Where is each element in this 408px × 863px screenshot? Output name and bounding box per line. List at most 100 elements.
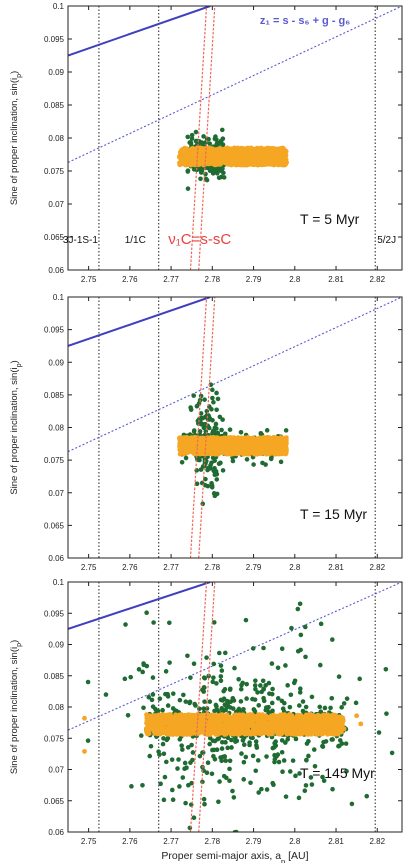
orange-point [260, 160, 266, 166]
orange-point [268, 722, 274, 728]
orange-point [188, 713, 194, 718]
orange-point [189, 438, 195, 444]
green-point [188, 405, 193, 410]
green-point [129, 784, 134, 789]
green-point [297, 686, 303, 691]
green-point [201, 675, 207, 680]
green-point [170, 787, 175, 793]
green-point [260, 678, 266, 684]
green-point [210, 679, 216, 685]
orange-point [227, 715, 233, 720]
green-point [214, 426, 219, 431]
panel-label: T = 15 Myr [300, 506, 367, 522]
green-point [202, 801, 207, 807]
green-point [283, 663, 288, 668]
green-point [254, 745, 260, 750]
green-point [270, 708, 275, 714]
green-point [198, 176, 203, 182]
orange-point [276, 440, 282, 446]
green-point [176, 757, 181, 762]
green-point [252, 683, 258, 688]
green-point [151, 620, 156, 625]
orange-point [232, 451, 238, 456]
green-point [224, 704, 229, 710]
green-point [318, 709, 324, 714]
green-point [209, 165, 214, 171]
y-tick-label: 0.08 [48, 134, 64, 143]
green-point [203, 476, 208, 482]
orange-point [232, 147, 238, 152]
green-point [219, 758, 224, 764]
green-point [337, 743, 342, 749]
green-point [231, 795, 237, 800]
orange-point [264, 161, 270, 166]
orange-point [235, 146, 241, 152]
green-point [218, 663, 224, 668]
nu1c-line-right [198, 297, 216, 558]
orange-point [187, 723, 193, 729]
green-point [212, 472, 218, 478]
orange-point [184, 161, 189, 167]
y-tick-label: 0.095 [44, 326, 65, 335]
green-point [261, 645, 266, 651]
green-point [227, 766, 232, 772]
green-point [238, 686, 244, 692]
orange-point [264, 154, 269, 159]
chart-panel-3: 2.75 2.76 2.77 2.78 2.79 2.8 2.81 2.820.060.065… [9, 578, 403, 863]
orange-point [206, 149, 212, 154]
orange-point [166, 718, 172, 724]
green-point [241, 777, 247, 782]
green-point [330, 737, 335, 742]
orange-point [248, 161, 254, 167]
orange-point [260, 712, 266, 718]
green-point [202, 397, 207, 402]
orange-point [177, 451, 183, 457]
green-point [156, 749, 161, 754]
green-point [219, 668, 225, 673]
orange-point [256, 155, 262, 161]
orange-point [240, 162, 246, 168]
x-tick-label: 2.81 [328, 275, 344, 284]
green-point [209, 407, 214, 412]
green-point [344, 768, 349, 774]
orange-point [316, 723, 322, 729]
orange-point [228, 155, 234, 161]
green-point [244, 696, 249, 701]
green-point [223, 758, 229, 764]
y-tick-label: 0.07 [48, 489, 64, 498]
green-point [318, 621, 324, 627]
green-point [248, 735, 254, 740]
green-point [209, 480, 214, 486]
green-point [252, 697, 258, 702]
green-point [182, 760, 188, 766]
orange-point [211, 442, 217, 447]
green-point [177, 784, 182, 789]
green-point [272, 759, 277, 765]
green-point [149, 697, 155, 703]
orange-point [253, 449, 259, 455]
x-tick-label: 2.81 [328, 563, 344, 572]
orange-point [197, 449, 203, 455]
green-point [140, 782, 145, 788]
orange-point [224, 439, 230, 444]
green-point [260, 460, 265, 466]
green-point [123, 622, 128, 627]
green-point [251, 462, 256, 467]
green-point [320, 743, 325, 749]
x-tick-label: 2.78 [205, 563, 221, 572]
green-point [210, 395, 215, 401]
orange-point [274, 445, 280, 451]
green-point [144, 663, 150, 669]
green-point [330, 637, 335, 642]
orange-point [277, 712, 283, 718]
orange-point [307, 729, 313, 735]
green-point [297, 690, 303, 695]
green-point [297, 601, 303, 607]
orange-point [178, 725, 184, 731]
green-point [238, 699, 244, 704]
orange-point [187, 731, 193, 737]
green-point [253, 686, 258, 692]
x-tick-label: 2.75 [81, 563, 97, 572]
green-point [233, 739, 238, 744]
green-point [212, 136, 218, 142]
